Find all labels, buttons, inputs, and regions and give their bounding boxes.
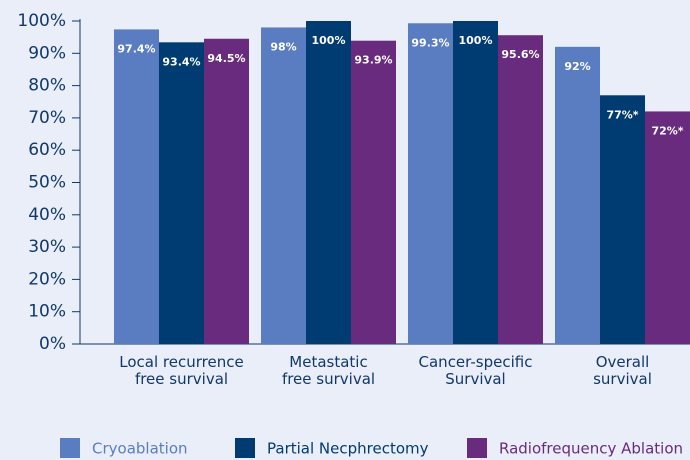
- bar: [408, 23, 453, 345]
- bar: [555, 46, 600, 345]
- bar: [204, 38, 249, 344]
- value-label: 98%: [270, 40, 296, 53]
- value-label: 95.6%: [501, 48, 539, 61]
- y-tick-label: 50%: [28, 173, 66, 193]
- legend-label: Cryoablation: [92, 440, 188, 458]
- value-label: 100%: [312, 34, 346, 47]
- bar: [600, 95, 645, 344]
- x-tick-label: Local recurrence free survival: [119, 353, 243, 388]
- bar: [453, 21, 498, 344]
- value-label: 92%: [564, 60, 590, 73]
- bar: [498, 35, 543, 344]
- bar: [306, 21, 351, 344]
- value-label: 72%*: [651, 124, 683, 137]
- bar: [645, 111, 690, 344]
- x-tick-label: Overall survival: [593, 353, 652, 388]
- value-label: 99.3%: [411, 36, 449, 49]
- x-tick-label: Metastatic free survival: [282, 353, 375, 388]
- value-label: 93.4%: [162, 55, 200, 68]
- bar: [261, 27, 306, 345]
- legend-label: Partial Necphrectomy: [267, 440, 429, 458]
- y-tick-label: 0%: [39, 334, 66, 354]
- x-tick-label: Cancer-specific Survival: [419, 353, 533, 388]
- bar: [114, 29, 159, 344]
- value-label: 93.9%: [354, 54, 392, 67]
- y-tick-label: 10%: [28, 302, 66, 322]
- value-label: 94.5%: [207, 52, 245, 65]
- y-tick-label: 100%: [17, 11, 66, 31]
- y-tick-label: 20%: [28, 269, 66, 289]
- bar: [351, 40, 396, 344]
- y-tick-label: 30%: [28, 237, 66, 257]
- y-tick-label: 90%: [28, 43, 66, 63]
- y-tick-label: 80%: [28, 76, 66, 96]
- value-label: 97.4%: [117, 42, 155, 55]
- legend-swatch: [60, 438, 80, 458]
- legend-label: Radiofrequency Ablation: [499, 440, 683, 458]
- bar: [159, 42, 204, 345]
- value-label: 100%: [459, 34, 493, 47]
- y-tick-label: 40%: [28, 205, 66, 225]
- y-tick-label: 70%: [28, 108, 66, 128]
- value-label: 77%*: [606, 108, 638, 121]
- legend-swatch: [235, 438, 255, 458]
- y-tick-label: 60%: [28, 140, 66, 160]
- legend-swatch: [467, 438, 487, 458]
